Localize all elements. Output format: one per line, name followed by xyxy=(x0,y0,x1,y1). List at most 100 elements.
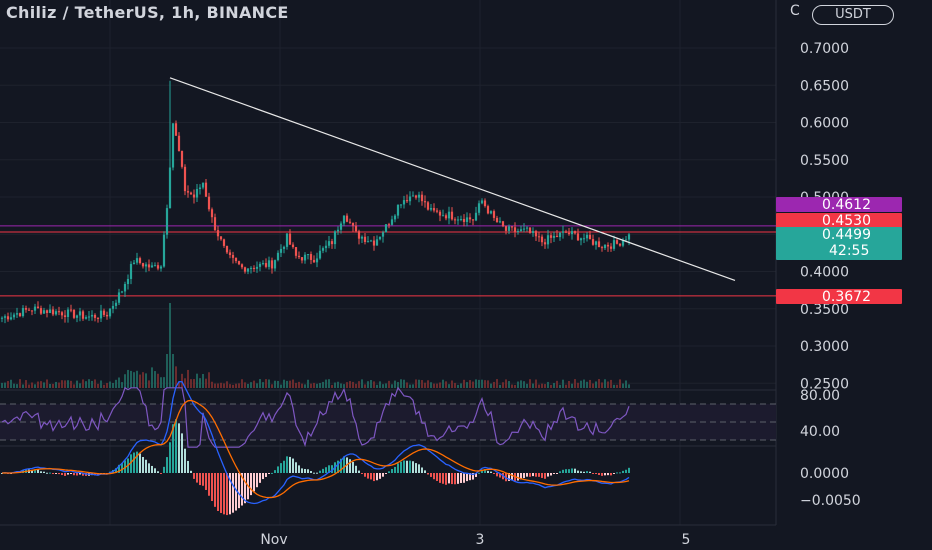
candle-body xyxy=(465,217,469,222)
volume-bar xyxy=(205,378,207,388)
macd-histogram-bar xyxy=(445,473,447,485)
macd-histogram-bar xyxy=(568,469,570,473)
volume-bar xyxy=(370,380,372,388)
rsi-band xyxy=(0,404,776,440)
candle-body xyxy=(426,202,430,210)
macd-histogram-bar xyxy=(40,471,42,473)
volume-bar xyxy=(577,382,579,388)
macd-histogram-bar xyxy=(115,468,117,473)
volume-bar xyxy=(112,382,114,388)
macd-histogram-bar xyxy=(217,473,219,511)
volume-bar xyxy=(277,380,279,388)
volume-bar xyxy=(199,378,201,388)
macd-histogram-bar xyxy=(628,467,630,473)
macd-histogram-bar xyxy=(613,473,615,474)
macd-histogram-bar xyxy=(124,460,126,473)
candle-body xyxy=(15,313,19,315)
volume-bar xyxy=(382,384,384,388)
macd-histogram-bar xyxy=(355,465,357,473)
macd-histogram-bar xyxy=(253,473,255,492)
volume-bar xyxy=(598,379,600,388)
volume-bar xyxy=(313,382,315,388)
macd-histogram-bar xyxy=(505,473,507,482)
volume-bar xyxy=(595,381,597,388)
volume-bar xyxy=(79,383,81,388)
price-tag xyxy=(776,213,902,228)
volume-bars xyxy=(1,303,630,388)
macd-histogram-bar xyxy=(214,473,216,507)
volume-bar xyxy=(394,380,396,388)
macd-histogram-bar xyxy=(496,473,498,477)
macd-histogram-bar xyxy=(481,469,483,473)
volume-bar xyxy=(139,374,141,388)
volume-bar xyxy=(298,381,300,388)
volume-bar xyxy=(352,381,354,388)
volume-bar xyxy=(427,380,429,388)
volume-bar xyxy=(304,384,306,388)
candle-body xyxy=(351,222,355,226)
candle-body xyxy=(246,268,250,272)
macd-histogram-bar xyxy=(325,467,327,473)
candle-body xyxy=(363,236,367,242)
candle-body xyxy=(252,267,256,269)
candle-body xyxy=(462,218,466,222)
volume-bar xyxy=(61,380,63,388)
macd-histogram-bar xyxy=(229,473,231,515)
macd-histogram-bar xyxy=(331,465,333,473)
volume-bar xyxy=(295,382,297,388)
candle-body xyxy=(369,240,373,242)
trend-line[interactable] xyxy=(169,77,736,282)
volume-bar xyxy=(193,379,195,388)
macd-histogram-bar xyxy=(154,468,156,473)
candle-body xyxy=(141,263,145,267)
candle-body xyxy=(135,258,139,263)
macd-histogram-bar xyxy=(463,473,465,483)
volume-bar xyxy=(604,379,606,388)
volume-bar xyxy=(457,384,459,388)
candle-body xyxy=(531,231,535,233)
candle-body xyxy=(72,309,76,318)
price-tag-label: 0.4499 xyxy=(822,227,871,243)
candle-body xyxy=(198,187,202,190)
macd-histogram-bar xyxy=(364,473,366,477)
candle-body xyxy=(303,254,307,261)
volume-bar xyxy=(91,380,93,388)
volume-bar xyxy=(196,373,198,388)
volume-bar xyxy=(136,370,138,388)
candle-body xyxy=(468,217,472,220)
volume-bar xyxy=(238,383,240,388)
macd-histogram-bar xyxy=(598,473,600,476)
macd-histogram-bar xyxy=(559,471,561,473)
candle-body xyxy=(513,227,517,232)
volume-bar xyxy=(94,379,96,388)
volume-bar xyxy=(151,367,153,388)
macd-histogram-bar xyxy=(283,460,285,473)
macd-histogram-bar xyxy=(595,473,597,474)
volume-bar xyxy=(232,384,234,388)
volume-bar xyxy=(571,383,573,388)
volume-bar xyxy=(289,380,291,388)
candle-body xyxy=(18,313,22,317)
volume-bar xyxy=(391,384,393,388)
candle-body xyxy=(273,260,277,269)
volume-bar xyxy=(400,379,402,388)
volume-bar xyxy=(496,379,498,388)
volume-bar xyxy=(346,382,348,388)
candle-body xyxy=(306,254,310,256)
candle-body xyxy=(621,240,625,246)
rsi-line xyxy=(1,386,630,448)
macd-histogram-bar xyxy=(241,473,243,506)
volume-bar xyxy=(325,379,327,388)
candle-body xyxy=(336,229,340,232)
macd-histogram-bar xyxy=(133,452,135,473)
volume-bar xyxy=(616,384,618,388)
volume-bar xyxy=(538,384,540,388)
candle-body xyxy=(450,211,454,220)
volume-bar xyxy=(622,383,624,388)
volume-bar xyxy=(70,380,72,388)
volume-bar xyxy=(334,382,336,388)
candle-body xyxy=(162,234,166,267)
price-tag-label: 0.4612 xyxy=(822,197,871,213)
currency-button[interactable]: USDT xyxy=(812,5,894,25)
candle-body xyxy=(282,246,286,249)
